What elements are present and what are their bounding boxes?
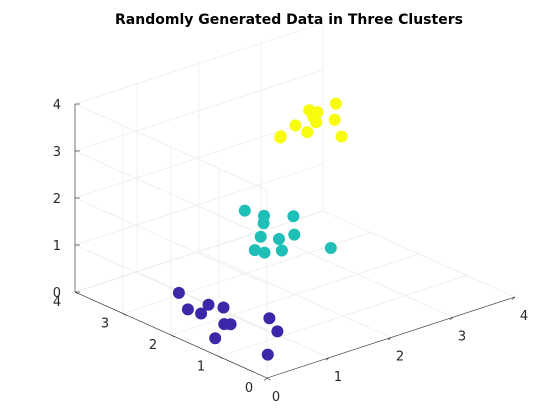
- data-point: [263, 312, 276, 325]
- gridline: [74, 69, 324, 152]
- data-point: [257, 217, 270, 230]
- data-point: [209, 332, 222, 345]
- gridline: [322, 210, 516, 298]
- x-tick-label: 1: [334, 370, 342, 385]
- y-tick-mark: [122, 313, 127, 316]
- data-point: [274, 131, 287, 144]
- x-tick-label: 2: [396, 350, 404, 365]
- gridline: [74, 22, 324, 105]
- data-point: [238, 204, 251, 217]
- y-tick-label: 3: [101, 317, 109, 332]
- data-point: [261, 348, 274, 361]
- data-point: [202, 298, 215, 311]
- data-point: [310, 116, 323, 129]
- y-tick-mark: [170, 334, 175, 338]
- data-point: [329, 97, 342, 110]
- data-point: [218, 318, 231, 331]
- gridline: [260, 230, 454, 318]
- z-tick-label: 2: [53, 192, 61, 207]
- data-point: [172, 286, 185, 299]
- x-tick-mark: [325, 357, 330, 361]
- z-tick-label: 4: [53, 98, 61, 113]
- axis-lines: [74, 103, 516, 381]
- data-point: [287, 210, 300, 223]
- gridline: [74, 210, 324, 293]
- data-point: [303, 104, 316, 117]
- data-point: [289, 119, 302, 132]
- data-point: [324, 242, 337, 254]
- x-tick-mark: [449, 317, 454, 320]
- data-point: [181, 303, 194, 316]
- y-tick-mark: [218, 356, 223, 359]
- z-tick-label: 0: [53, 286, 61, 301]
- data-point: [273, 233, 285, 245]
- data-point: [328, 113, 341, 126]
- x-tick-label: 0: [272, 390, 280, 405]
- x-tick-mark: [263, 377, 268, 381]
- data-point: [195, 307, 208, 320]
- y-tick-mark: [74, 291, 79, 295]
- grid-lines: [74, 22, 516, 379]
- data-point: [254, 230, 267, 243]
- gridline: [74, 103, 268, 191]
- x-tick-label: 4: [520, 309, 528, 324]
- gridline: [170, 253, 420, 336]
- z-tick-label: 1: [53, 239, 61, 254]
- data-points: [172, 97, 348, 361]
- gridline: [74, 197, 268, 285]
- x-tick-mark: [511, 296, 516, 300]
- x-tick-mark: [387, 337, 392, 341]
- y-tick-label: 4: [53, 295, 61, 310]
- chart-title: Randomly Generated Data in Three Cluster…: [115, 12, 463, 28]
- data-point: [275, 244, 288, 257]
- z-tick-label: 3: [53, 145, 61, 160]
- data-point: [271, 325, 284, 338]
- x-tick-label: 3: [458, 329, 466, 344]
- data-point: [301, 126, 314, 139]
- data-point: [217, 301, 230, 314]
- gridline: [74, 150, 268, 238]
- y-tick-label: 0: [245, 381, 253, 396]
- y-tick-label: 1: [197, 360, 205, 375]
- data-point: [258, 246, 271, 259]
- y-tick-label: 2: [149, 338, 157, 353]
- data-point: [288, 228, 301, 241]
- data-point: [248, 244, 261, 257]
- y-tick-mark: [266, 377, 271, 381]
- data-point: [335, 130, 348, 143]
